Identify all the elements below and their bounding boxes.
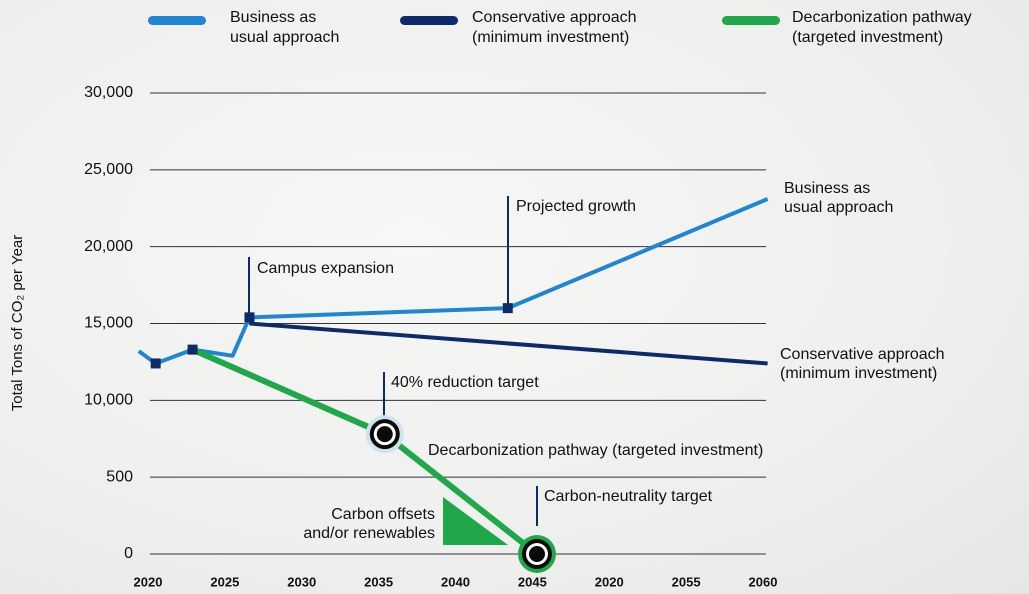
x-tick-label: 2030	[287, 574, 316, 589]
x-tick-label: 2060	[749, 574, 778, 589]
y-tick-label: 20,000	[84, 238, 133, 255]
point-marker	[150, 358, 161, 369]
annotation: Projected growth	[516, 198, 637, 215]
legend-label: Decarbonization pathway (targeted invest…	[792, 9, 972, 46]
x-tick-label: 2020	[595, 574, 624, 589]
y-tick-label: 10,000	[84, 392, 133, 409]
point-marker	[244, 312, 255, 323]
x-tick-label: 2020	[134, 574, 163, 589]
legend-swatch	[400, 16, 458, 25]
target-core	[528, 546, 545, 562]
annotation: Carbon offsets and/or renewables	[303, 506, 435, 542]
legend-label: Business as usual approach	[230, 9, 340, 46]
x-tick-label: 2025	[210, 574, 239, 589]
y-axis-label: Total Tons of CO₂ per Year	[9, 235, 26, 411]
series-end-label: Decarbonization pathway (targeted invest…	[428, 442, 764, 459]
annotation: Campus expansion	[257, 260, 394, 277]
legend-label: Conservative approach (minimum investmen…	[472, 9, 637, 46]
target-marker	[365, 415, 404, 454]
x-tick-label: 2045	[518, 574, 547, 589]
series-end-label: Conservative approach (minimum investmen…	[780, 346, 945, 382]
x-tick-label: 2055	[672, 574, 701, 589]
y-tick-label: 25,000	[84, 161, 133, 178]
y-tick-label: 0	[124, 545, 133, 562]
point-marker	[502, 303, 513, 314]
x-tick-label: 2035	[364, 574, 393, 589]
point-marker	[187, 344, 198, 355]
legend-swatch	[722, 16, 780, 25]
series-line	[249, 321, 768, 366]
y-tick-label: 15,000	[84, 315, 133, 332]
annotation: Carbon-neutrality target	[544, 488, 713, 505]
y-tick-label: 500	[106, 468, 133, 485]
target-marker	[517, 535, 556, 573]
series-end-label: Business as usual approach	[784, 180, 894, 216]
legend-swatch	[148, 16, 206, 25]
y-tick-label: 30,000	[84, 84, 133, 101]
annotation: 40% reduction target	[391, 374, 539, 391]
x-tick-label: 2040	[441, 574, 470, 589]
offsets-wedge	[443, 497, 508, 545]
target-core	[376, 426, 393, 443]
